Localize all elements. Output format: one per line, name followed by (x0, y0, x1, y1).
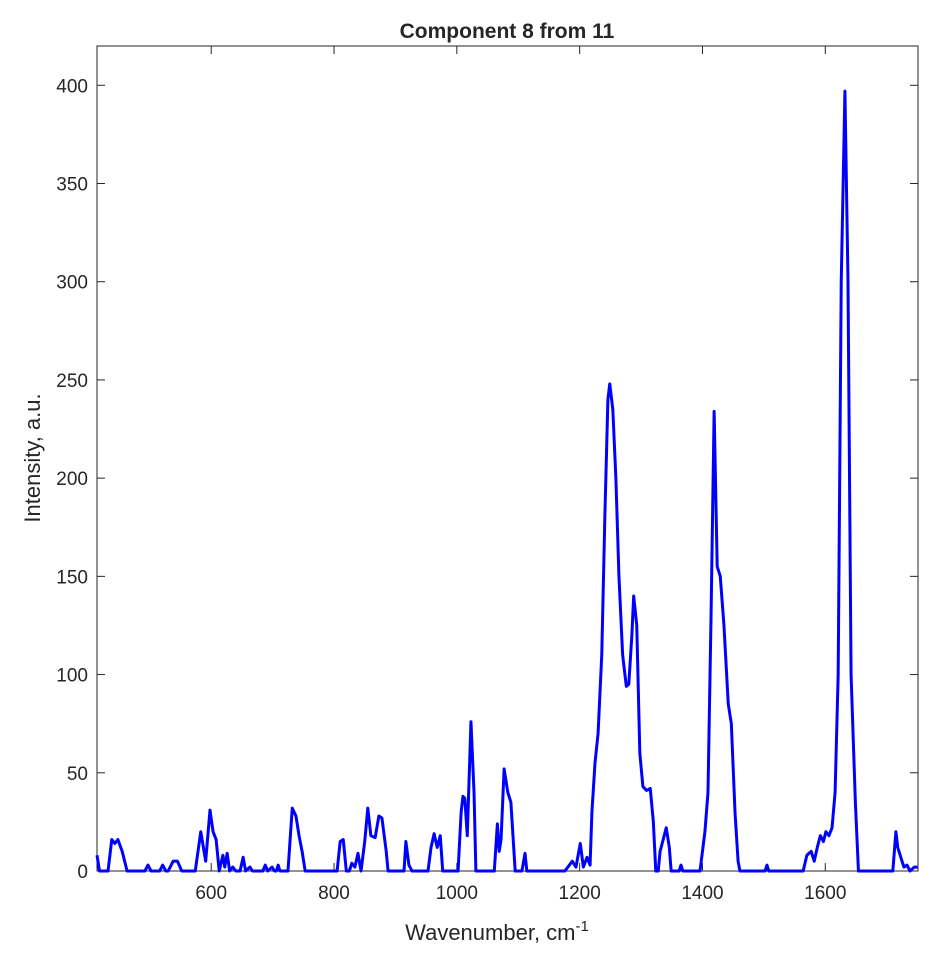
x-tick-label: 1200 (559, 883, 601, 904)
x-axis-label-superscript: -1 (576, 918, 589, 935)
x-axis-label: Wavenumber, cm-1 (405, 918, 589, 945)
y-tick-label: 150 (56, 567, 88, 588)
y-tick-label: 200 (56, 469, 88, 490)
chart-title: Component 8 from 11 (400, 20, 615, 43)
x-tick-label: 1000 (436, 883, 478, 904)
y-tick-label: 400 (56, 76, 88, 97)
spectrum-line (95, 89, 918, 873)
y-tick-label: 0 (77, 862, 88, 883)
x-tick-label: 1600 (804, 883, 846, 904)
x-tick-label: 1400 (681, 883, 723, 904)
x-tick-label: 600 (195, 883, 227, 904)
y-tick-label: 250 (56, 371, 88, 392)
x-tick-label: 800 (318, 883, 350, 904)
x-axis-label-main: Wavenumber, cm (405, 920, 575, 945)
plot-frame (96, 45, 919, 872)
y-tick-label: 50 (67, 764, 88, 785)
y-tick-label: 350 (56, 175, 88, 196)
y-axis-label: Intensity, a.u. (20, 393, 45, 522)
y-tick-label: 300 (56, 273, 88, 294)
y-tick-label: 100 (56, 666, 88, 687)
